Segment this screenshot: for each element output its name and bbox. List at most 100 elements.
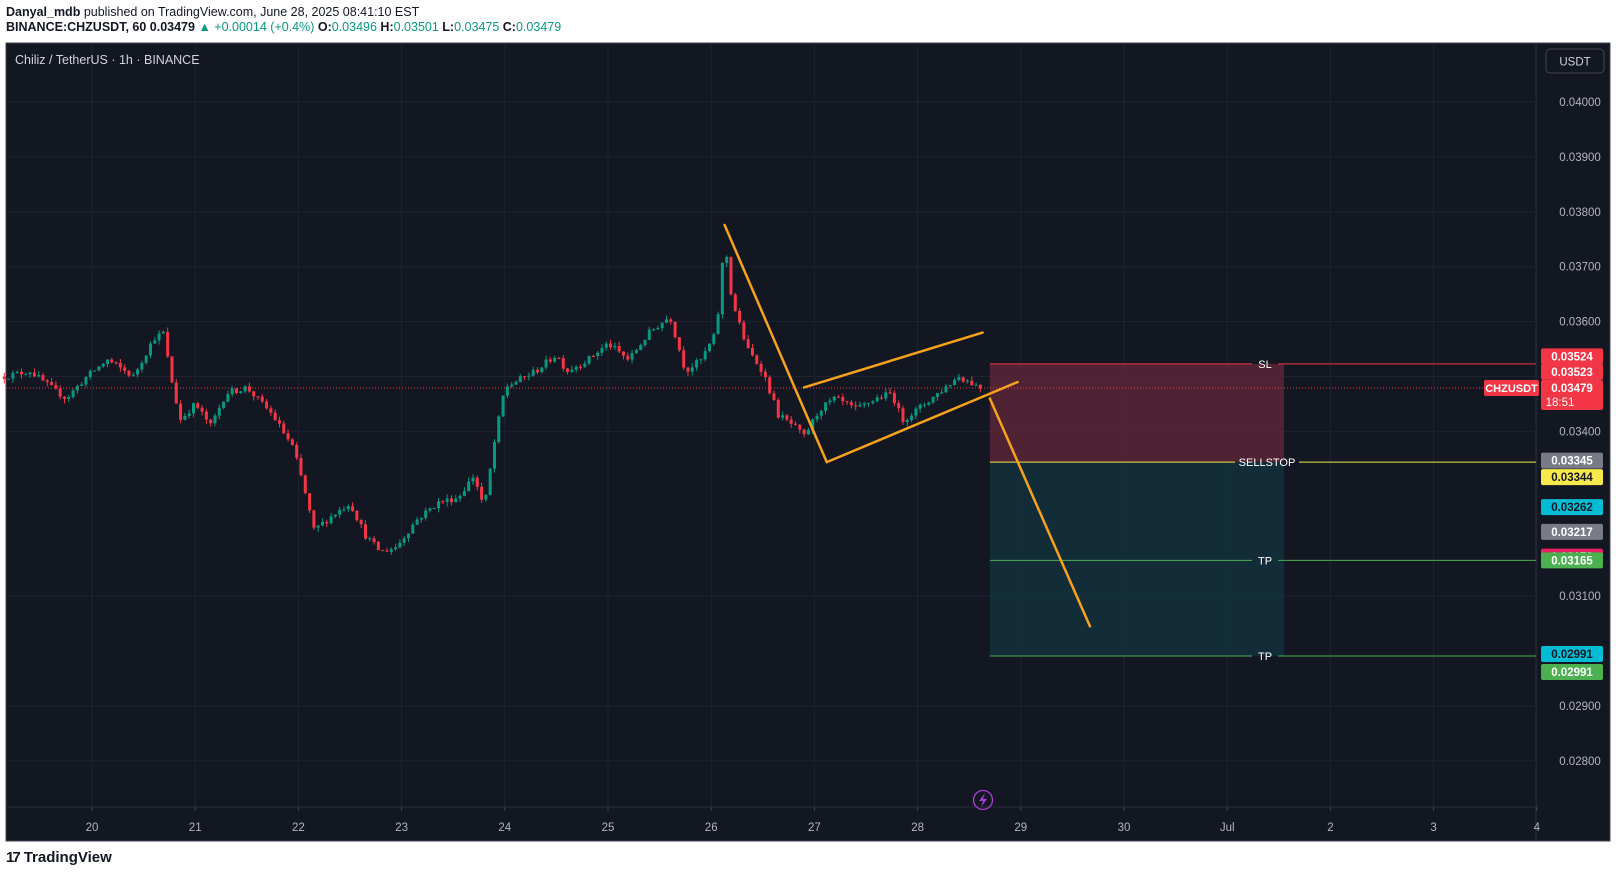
candle-body [824, 402, 828, 411]
candle-body [260, 396, 264, 402]
candle-body [892, 392, 896, 404]
level-label: SL [1258, 359, 1271, 371]
candle-body [664, 319, 668, 323]
candle-body [905, 420, 909, 423]
candle-body [191, 403, 195, 414]
candle-body [50, 382, 54, 386]
x-tick-label: 26 [705, 822, 718, 834]
x-tick-label: Jul [1220, 822, 1235, 834]
candle-body [492, 442, 496, 469]
symbol-label: BINANCE:CHZUSDT, 60 [6, 20, 147, 34]
candle-body [183, 415, 187, 420]
candle-body [953, 379, 957, 386]
candle-body [312, 510, 316, 528]
candle-body [157, 333, 161, 341]
high-value: 0.03501 [393, 20, 439, 34]
candle-body [84, 376, 88, 385]
candle-body [738, 310, 742, 323]
position-zones [989, 363, 1284, 656]
candle-body [204, 411, 208, 420]
candle-body [136, 369, 140, 375]
candle-body [918, 404, 922, 409]
candle-body [677, 337, 681, 351]
candle-body [110, 359, 114, 363]
candle-body [763, 371, 767, 378]
candle-body [329, 516, 333, 524]
price-tag [1541, 363, 1603, 380]
replay-bolt-icon[interactable] [972, 789, 994, 811]
candle-body [351, 506, 355, 511]
author-name[interactable]: Danyal_mdb [6, 5, 81, 19]
candle-body [299, 457, 303, 476]
flag-pattern [723, 223, 1092, 628]
reward-zone [989, 462, 1284, 656]
level-label: TP [1258, 651, 1272, 663]
price-change: ▲ +0.00014 (+0.4%) [198, 20, 315, 34]
candle-body [527, 375, 531, 377]
y-tick-label: 0.03600 [1559, 317, 1601, 329]
candle-body [67, 396, 71, 399]
candle-body [583, 363, 587, 367]
candle-body [148, 343, 152, 356]
candle-body [467, 481, 471, 492]
candle-body [815, 415, 819, 420]
candle-body [140, 362, 144, 370]
candle-body [858, 404, 862, 407]
candle-body [746, 339, 750, 348]
candle-body [566, 368, 570, 372]
pattern-line [825, 380, 1019, 464]
tradingview-logo[interactable]: 17 TradingView [6, 849, 112, 866]
candle-body [179, 403, 183, 420]
candle-body [45, 380, 49, 383]
candle-body [15, 371, 19, 373]
candle-body [54, 385, 58, 389]
candle-body [80, 384, 84, 386]
candle-body [105, 359, 109, 364]
candle-body [501, 395, 505, 417]
candle-body [243, 386, 247, 392]
candle-body [389, 549, 393, 552]
candle-body [888, 392, 892, 394]
candle-body [849, 402, 853, 406]
x-tick-label: 23 [395, 822, 408, 834]
candle-body [24, 374, 28, 376]
candle-body [781, 415, 785, 418]
candle-body [411, 524, 415, 534]
price-tag-label: 0.03345 [1551, 456, 1593, 468]
candle-body [531, 369, 535, 376]
candle-body [114, 362, 118, 364]
candle-body [772, 393, 776, 401]
candle-body [940, 392, 944, 394]
candle-body [277, 420, 281, 424]
candle-body [626, 355, 630, 360]
candle-body [11, 372, 15, 379]
candle-body [471, 477, 475, 482]
candle-body [303, 475, 307, 494]
candle-body [978, 384, 982, 389]
symbol-ohlc-line: BINANCE:CHZUSDT, 60 0.03479 ▲ +0.00014 (… [6, 20, 561, 35]
x-tick-label: 3 [1430, 822, 1436, 834]
candle-body [62, 396, 66, 399]
candle-body [785, 415, 789, 420]
publish-line: Danyal_mdb published on TradingView.com,… [6, 5, 561, 20]
candle-body [523, 376, 527, 378]
candle-body [419, 517, 423, 520]
price-tag [1541, 552, 1603, 569]
candle-body [458, 495, 462, 499]
price-tag-label: 0.03523 [1551, 367, 1593, 379]
candle-body [974, 384, 978, 386]
candles [2, 255, 982, 556]
currency-button[interactable]: USDT [1545, 48, 1605, 74]
candle-body [948, 385, 952, 387]
candle-body [841, 397, 845, 402]
candle-body [613, 346, 617, 348]
candle-body [695, 360, 699, 368]
candle-body [652, 329, 656, 331]
trade-levels: SL SELLSTOP TP TP [989, 359, 1536, 663]
price-tag [1541, 380, 1603, 411]
candle-body [295, 444, 299, 458]
time-axis[interactable]: 20 21 22 23 24 25 26 27 28 29 30 Jul 2 3 4 [86, 807, 1541, 834]
candle-body [432, 508, 436, 510]
candle-body [514, 382, 518, 385]
